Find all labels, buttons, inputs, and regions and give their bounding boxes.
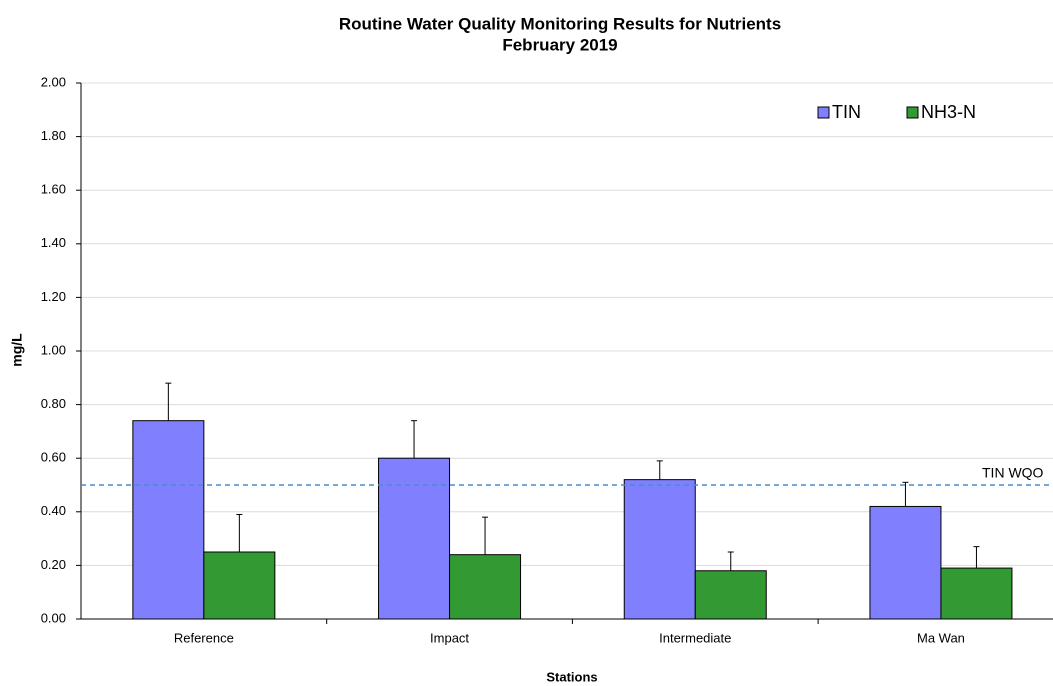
error-bar <box>973 546 980 569</box>
error-bar <box>902 481 909 507</box>
legend-label: NH3-N <box>921 102 976 122</box>
y-tick-label: 1.60 <box>41 182 66 197</box>
chart-subtitle: February 2019 <box>502 35 617 54</box>
bar <box>203 551 276 620</box>
error-bar <box>727 551 734 571</box>
y-tick-label: 0.60 <box>41 450 66 465</box>
error-bar <box>411 420 418 459</box>
x-axis-label: Stations <box>546 669 597 684</box>
x-tick-label: Reference <box>174 630 234 645</box>
error-bar <box>656 460 663 480</box>
legend-swatch <box>906 106 919 119</box>
bar <box>940 567 1013 620</box>
y-tick-label: 1.20 <box>41 289 66 304</box>
y-axis-label: mg/L <box>9 333 25 367</box>
chart-title: Routine Water Quality Monitoring Results… <box>339 14 781 33</box>
y-tick-label: 0.20 <box>41 557 66 572</box>
y-tick-label: 0.00 <box>41 610 66 625</box>
bar <box>378 457 451 620</box>
x-tick-label: Impact <box>430 630 469 645</box>
bar <box>869 505 942 620</box>
x-tick-label: Ma Wan <box>917 630 965 645</box>
bar <box>623 479 696 620</box>
error-bar <box>236 513 243 552</box>
y-tick-label: 2.00 <box>41 74 66 89</box>
y-tick-label: 1.40 <box>41 235 66 250</box>
y-tick-label: 1.00 <box>41 342 66 357</box>
bar <box>132 420 205 620</box>
x-tick-label: Intermediate <box>659 630 731 645</box>
error-bar <box>482 516 489 555</box>
legend-label: TIN <box>832 102 861 122</box>
y-tick-label: 0.40 <box>41 503 66 518</box>
y-tick-label: 0.80 <box>41 396 66 411</box>
reference-label: TIN WQO <box>982 465 1044 481</box>
legend-swatch <box>817 106 830 119</box>
bar <box>449 554 522 620</box>
bar <box>694 570 767 620</box>
error-bar <box>165 382 172 421</box>
y-tick-label: 1.80 <box>41 128 66 143</box>
